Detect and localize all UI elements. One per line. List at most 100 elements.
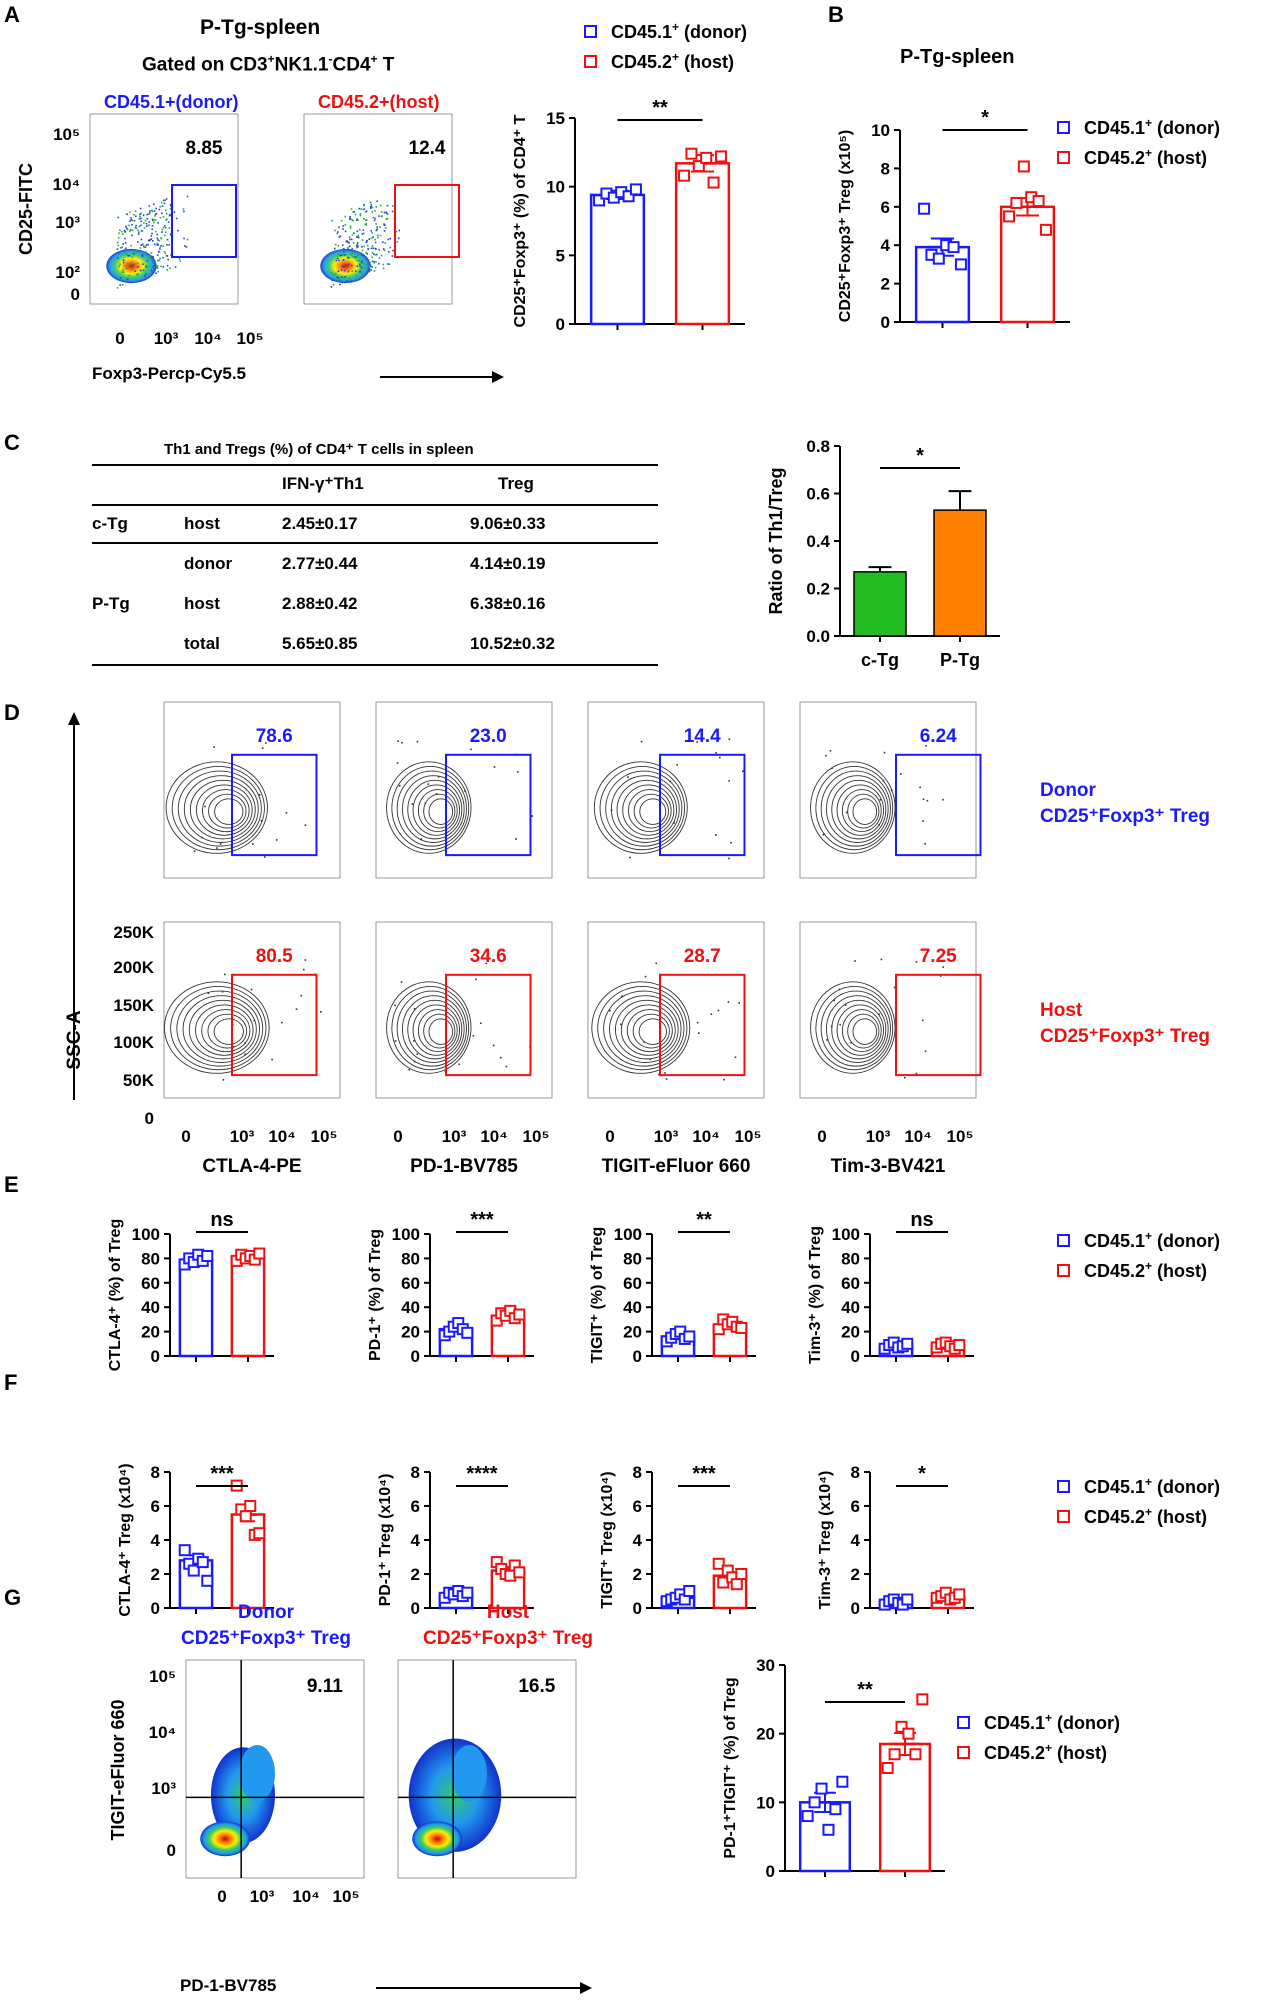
panel-a-host-flow-event bbox=[360, 208, 362, 210]
y-tick-label: 20 bbox=[623, 1323, 642, 1342]
panel-a-host-flow-event bbox=[363, 208, 366, 211]
panel-a-donor-flow-event bbox=[124, 231, 127, 233]
panel-a-host-flow-event bbox=[351, 264, 353, 267]
panel-d-donor-2-gate-value: 14.4 bbox=[684, 726, 721, 747]
panel-a-host-flow-event bbox=[349, 218, 352, 220]
y-tick-label: 4 bbox=[851, 1531, 861, 1550]
panel-a-donor-flow-event bbox=[140, 224, 143, 227]
panel-a-host-flow-event bbox=[350, 253, 353, 256]
panel-a-host-flow-event bbox=[370, 205, 372, 208]
table-row-sub: host bbox=[184, 514, 220, 533]
panel-a-donor-flow-event bbox=[137, 266, 139, 268]
panel-d-donor-1-gate bbox=[445, 753, 532, 857]
panel-a-donor-flow-event bbox=[169, 233, 172, 236]
panel-d-donor-2-event bbox=[676, 764, 679, 766]
data-point bbox=[201, 1574, 214, 1587]
y-tick-label: 8 bbox=[633, 1463, 642, 1482]
panel-d-host-3-frame bbox=[799, 921, 977, 1099]
panel-a-host-flow-event bbox=[343, 251, 345, 253]
panel-a-host-flow-event bbox=[362, 232, 365, 235]
panel-d-x-label: Tim-3-BV421 bbox=[831, 1156, 946, 1177]
panel-a-donor-flow-event bbox=[143, 227, 146, 229]
panel-a-host-flow-event bbox=[376, 226, 379, 228]
panel-d-donor-3-event bbox=[900, 773, 902, 775]
panel-a-donor-flow-event bbox=[164, 199, 167, 202]
panel-a-donor-flow-event bbox=[135, 227, 138, 230]
data-point bbox=[801, 1810, 814, 1823]
panel-a-donor-flow-event bbox=[141, 230, 144, 232]
panel-a-donor-flow-event bbox=[128, 230, 131, 233]
panel-a-donor-flow-event bbox=[162, 265, 165, 268]
panel-d-donor-0-event bbox=[252, 843, 254, 845]
panel-a-donor-flow-event bbox=[151, 210, 154, 213]
panel-g-host-flow-density-upper bbox=[451, 1745, 488, 1802]
panel-d-host-2-gate bbox=[659, 973, 746, 1077]
panel-a-donor-flow-event bbox=[123, 271, 125, 273]
legend-marker bbox=[584, 55, 597, 68]
panel-a-host-flow-event bbox=[349, 215, 351, 218]
panel-g-donor-title: Donor CD25⁺Foxp3⁺ Treg bbox=[181, 1602, 351, 1649]
data-point bbox=[895, 1720, 908, 1733]
panel-a-subtitle: Gated on CD3+NK1.1-CD4+ T bbox=[142, 52, 395, 76]
panel-a-host-flow-event bbox=[392, 205, 394, 207]
panel-a-donor-flow-event bbox=[144, 246, 147, 249]
panel-d-host-1-event bbox=[412, 1040, 415, 1042]
panel-a-donor-flow-event bbox=[156, 237, 159, 240]
y-axis-label: CTLA-4⁺ Treg (x10⁴) bbox=[117, 1463, 134, 1616]
panel-a-donor-flow-event bbox=[144, 219, 147, 222]
panel-d-host-3-gate bbox=[895, 973, 982, 1077]
panel-a-donor-flow-event bbox=[140, 212, 142, 215]
panel-d-donor-1-contour bbox=[386, 761, 472, 854]
panel-a-host-flow-event bbox=[344, 254, 346, 256]
panel-d-donor-0-event bbox=[258, 793, 261, 796]
panel-d-host-0-contour bbox=[182, 995, 260, 1063]
panel-a-donor-flow-event bbox=[132, 252, 135, 255]
panel-a-donor-flow-event bbox=[134, 210, 137, 213]
panel-d-donor-2-contour bbox=[639, 798, 667, 825]
panel-a-host-flow-event bbox=[340, 254, 343, 257]
panel-d-host-0-event bbox=[223, 973, 226, 976]
panel-a-donor-flow-event bbox=[165, 219, 168, 221]
y-tick-label: 10 bbox=[871, 121, 890, 140]
panel-a-xaxis-label: Foxp3-Percp-Cy5.5 bbox=[92, 364, 246, 383]
panel-d-donor-0-event bbox=[265, 742, 267, 744]
data-point bbox=[932, 252, 945, 265]
panel-a-host-flow-event bbox=[363, 267, 366, 269]
panel-a-donor-flow-event bbox=[129, 229, 132, 231]
panel-a-donor-flow-event bbox=[167, 258, 169, 261]
panel-a-donor-flow-event bbox=[135, 251, 138, 254]
panel-d-host-2-event bbox=[619, 1023, 622, 1026]
panel-d-host-1-contour bbox=[407, 999, 463, 1060]
panel-d-donor-1-event bbox=[470, 748, 472, 751]
panel-a-host-flow-event bbox=[350, 238, 353, 241]
panel-d-x-tick: 10⁵ bbox=[523, 1127, 550, 1146]
panel-d-donor-2-event bbox=[728, 780, 731, 782]
panel-d-donor-2-event bbox=[730, 841, 732, 844]
panel-a-donor-flow-event bbox=[166, 255, 169, 257]
panel-a-donor-flow-event bbox=[156, 267, 159, 269]
panel-a-host-flow-event bbox=[339, 254, 341, 257]
panel-d-donor-3-event bbox=[831, 767, 833, 770]
panel-a-title: P-Tg-spleen bbox=[200, 16, 321, 39]
panel-a-donor-flow-event bbox=[148, 239, 151, 242]
panel-d-donor-3-contour bbox=[815, 766, 894, 851]
panel-a-donor-flow-event bbox=[122, 259, 125, 262]
panel-d-donor-3-event bbox=[925, 744, 927, 747]
y-tick-label: 10 bbox=[756, 1793, 775, 1812]
panel-d-host-2-contour bbox=[626, 1009, 673, 1053]
y-axis-label: TIGIT⁺ (%) of Treg bbox=[589, 1227, 606, 1363]
panel-d-donor-0-event bbox=[193, 850, 196, 852]
panel-d-donor-2-event bbox=[742, 770, 744, 773]
panel-a-host-flow-event bbox=[350, 208, 353, 210]
panel-a-host-flow-event bbox=[360, 271, 363, 274]
panel-d-host-3-event bbox=[880, 958, 883, 961]
panel-a-donor-flow-event bbox=[142, 214, 145, 217]
panel-a-host-flow-event bbox=[334, 229, 336, 232]
data-point bbox=[735, 1321, 748, 1334]
panel-a-host-flow-event bbox=[348, 263, 351, 266]
panel-a-donor-flow-event bbox=[120, 276, 122, 279]
panel-a-donor-flow-event bbox=[126, 278, 129, 281]
panel-d-host-3-gate-value: 7.25 bbox=[920, 946, 957, 967]
panel-letter-a: A bbox=[4, 2, 20, 27]
panel-a-host-flow-event bbox=[361, 249, 364, 252]
